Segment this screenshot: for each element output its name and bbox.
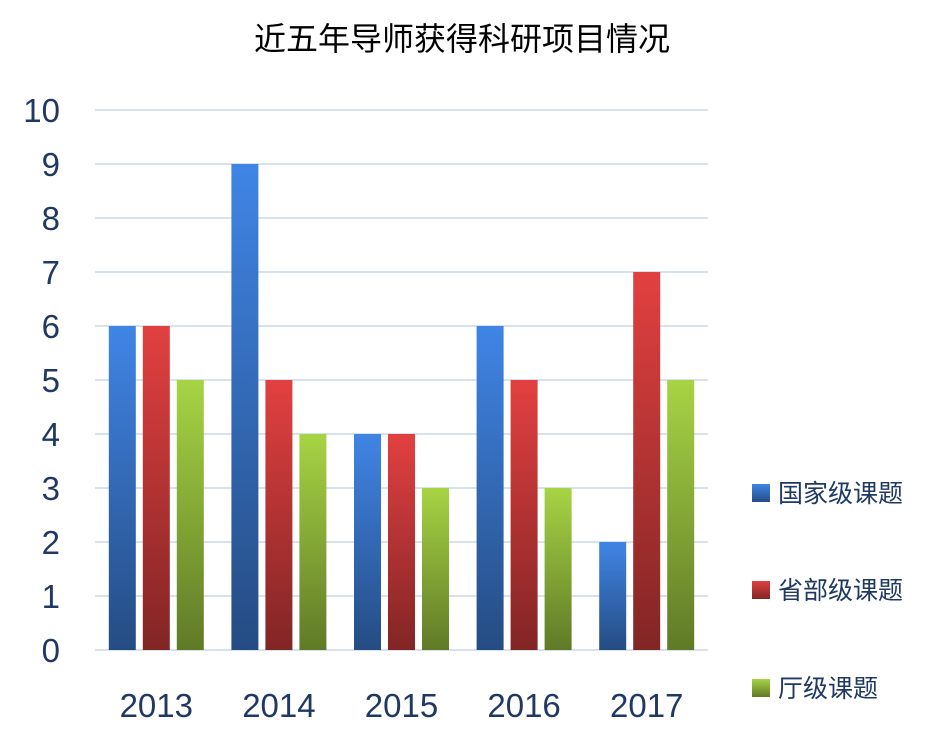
bar-2015-series-1 — [354, 434, 381, 650]
bar-2016-series-2 — [510, 380, 538, 650]
legend-label: 厅级课题 — [778, 674, 878, 703]
bar-2014-series-3 — [299, 434, 327, 650]
bars — [108, 164, 695, 650]
y-tick-label: 8 — [42, 200, 60, 237]
bar-2014-series-1 — [231, 164, 259, 650]
y-tick-label: 4 — [42, 416, 60, 453]
x-tick-label: 2015 — [365, 687, 438, 724]
y-tick-label: 2 — [42, 524, 60, 561]
bar-2017-series-1 — [599, 542, 627, 650]
y-tick-label: 1 — [42, 578, 60, 615]
x-axis-ticks: 2013 2014 2015 2016 2017 — [120, 687, 684, 724]
bar-2015-series-2 — [388, 434, 415, 650]
y-tick-label: 10 — [23, 92, 60, 129]
legend-label: 省部级课题 — [778, 576, 903, 605]
bar-2016-series-3 — [544, 488, 572, 650]
y-axis-ticks: 0 1 2 3 4 5 6 7 8 9 10 — [23, 92, 60, 669]
legend-swatch — [752, 581, 770, 599]
legend-label: 国家级课题 — [778, 479, 903, 508]
x-tick-label: 2017 — [610, 687, 683, 724]
y-tick-label: 5 — [42, 362, 60, 399]
x-tick-label: 2013 — [120, 687, 193, 724]
bar-2017-series-2 — [633, 272, 661, 650]
x-tick-label: 2016 — [487, 687, 560, 724]
bar-2013-series-3 — [176, 380, 204, 650]
y-tick-label: 0 — [42, 632, 60, 669]
bar-2016-series-1 — [476, 326, 504, 650]
bar-2014-series-2 — [265, 380, 293, 650]
y-tick-label: 3 — [42, 470, 60, 507]
bar-2017-series-3 — [667, 380, 695, 650]
bar-2013-series-1 — [108, 326, 136, 650]
legend-swatch — [752, 679, 770, 697]
x-tick-label: 2014 — [242, 687, 315, 724]
bar-2013-series-2 — [142, 326, 170, 650]
bar-2015-series-3 — [422, 488, 449, 650]
y-tick-label: 7 — [42, 254, 60, 291]
legend-swatch — [752, 484, 770, 502]
y-tick-label: 6 — [42, 308, 60, 345]
y-tick-label: 9 — [42, 146, 60, 183]
chart-title: 近五年导师获得科研项目情况 — [254, 20, 670, 58]
